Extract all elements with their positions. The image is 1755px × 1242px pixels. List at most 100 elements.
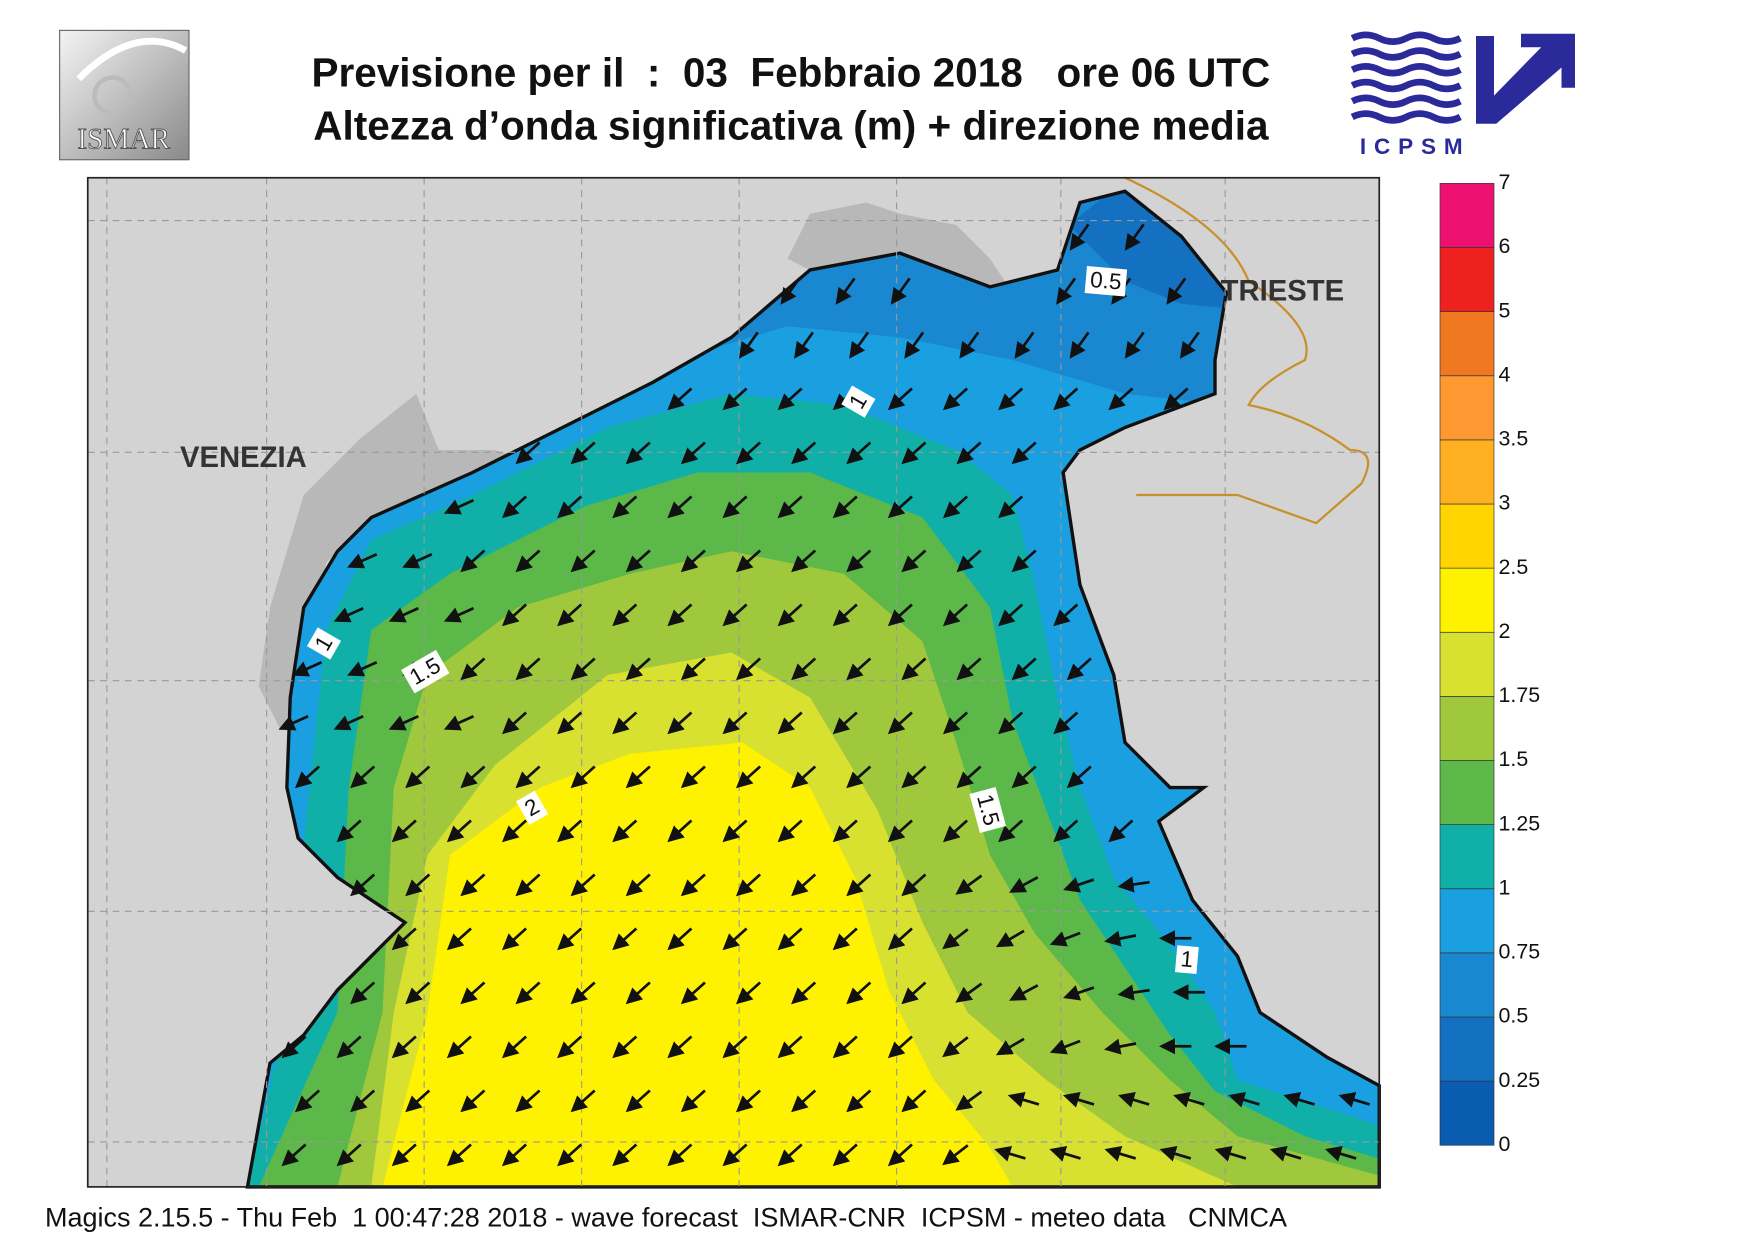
- arrow: [901, 1089, 927, 1113]
- arrow: [942, 387, 969, 411]
- colorbar-label: 3.5: [1499, 427, 1529, 451]
- arrow: [1009, 984, 1039, 1001]
- arrow: [281, 1035, 307, 1059]
- arrow: [956, 549, 982, 573]
- colorbar-label: 0.5: [1499, 1004, 1529, 1028]
- colorbar-label: 7: [1499, 170, 1511, 194]
- arrow: [1069, 223, 1090, 251]
- arrow: [501, 819, 528, 843]
- arrow: [777, 819, 803, 843]
- arrow: [1011, 765, 1037, 789]
- arrow: [901, 873, 927, 897]
- arrow: [995, 929, 1025, 948]
- arrow: [667, 819, 693, 843]
- colorbar-segment: [1439, 503, 1495, 569]
- arrow: [667, 387, 693, 411]
- arrow: [612, 711, 638, 735]
- arrow: [722, 819, 748, 843]
- arrow: [1325, 1146, 1357, 1162]
- arrow: [1049, 1039, 1081, 1055]
- arrow: [667, 1143, 693, 1167]
- arrow: [791, 981, 817, 1005]
- arrow: [333, 715, 364, 731]
- arrow: [680, 1089, 706, 1113]
- arrow: [1053, 603, 1079, 627]
- arrow: [515, 765, 541, 789]
- logo-ismar: ISMAR: [59, 29, 190, 161]
- arrow: [942, 1144, 969, 1166]
- city-label: TRIESTE: [1221, 275, 1345, 307]
- contour-label-bg: [1174, 945, 1199, 975]
- grid: [87, 177, 1380, 1187]
- arrow: [1166, 277, 1187, 305]
- contour-label: 1: [1174, 945, 1199, 975]
- logo-text: ICPSM: [1360, 134, 1471, 159]
- arrow: [777, 927, 803, 951]
- colorbar-label: 3: [1499, 491, 1511, 515]
- arrow: [1108, 387, 1134, 411]
- colorbar-label: 1: [1499, 875, 1511, 899]
- colorbar-label: 1.75: [1499, 683, 1541, 707]
- arrow: [557, 711, 583, 735]
- arrow: [846, 765, 872, 789]
- colorbar-segment: [1439, 631, 1495, 697]
- arrow: [832, 495, 858, 519]
- arrow: [956, 657, 982, 681]
- arrow: [955, 874, 983, 895]
- contour-label: 1: [841, 385, 876, 418]
- arrow: [557, 603, 583, 627]
- arrow: [1179, 331, 1200, 359]
- arrow: [901, 441, 927, 465]
- arrow: [333, 607, 364, 623]
- arrow: [667, 927, 693, 951]
- contour-label-bg: [401, 649, 450, 694]
- arrow: [625, 549, 651, 573]
- arrow: [956, 441, 982, 465]
- arrow: [791, 765, 817, 789]
- arrow: [735, 765, 762, 789]
- arrow: [336, 1035, 362, 1059]
- arrow: [1053, 711, 1079, 735]
- arrow: [625, 1089, 651, 1113]
- colorbar-label: 0.25: [1499, 1068, 1541, 1092]
- arrow: [835, 277, 856, 305]
- arrow: [1124, 223, 1145, 251]
- arrow: [1007, 1092, 1040, 1108]
- arrow: [998, 603, 1024, 627]
- arrow: [1014, 331, 1035, 359]
- arrow: [780, 277, 801, 305]
- arrow: [846, 981, 872, 1005]
- arrow: [405, 873, 431, 897]
- arrow: [791, 873, 817, 897]
- arrow: [612, 1035, 638, 1059]
- arrow: [735, 657, 762, 681]
- arrow: [570, 549, 596, 573]
- arrow: [738, 331, 759, 359]
- arrow: [388, 715, 419, 731]
- arrow: [350, 765, 376, 789]
- colorbar: 0 0.25 0.5 0.75 1 1.25 1.5 1.75 2 2.5 3 3.5 4 5 6 7: [1439, 170, 1541, 1156]
- arrow: [1108, 819, 1134, 843]
- colorbar-label: 0: [1499, 1132, 1511, 1156]
- arrow: [667, 603, 693, 627]
- colorbar-segment: [1439, 183, 1495, 248]
- arrow: [777, 603, 803, 627]
- arrow: [294, 1089, 321, 1113]
- arrow: [942, 711, 969, 735]
- coastline: [245, 189, 1381, 1189]
- arrow: [1063, 877, 1095, 893]
- arrow: [625, 981, 651, 1005]
- arrow: [680, 765, 706, 789]
- arrow: [501, 1035, 528, 1059]
- arrow: [955, 982, 983, 1003]
- arrow: [388, 607, 419, 623]
- colorbar-segment: [1439, 696, 1495, 761]
- arrow: [846, 441, 872, 465]
- arrow: [1124, 331, 1145, 359]
- arrow: [1063, 985, 1095, 1001]
- arrow: [501, 711, 528, 735]
- arrow: [777, 387, 803, 411]
- colorbar-label: 5: [1499, 298, 1511, 322]
- arrow: [391, 1143, 417, 1167]
